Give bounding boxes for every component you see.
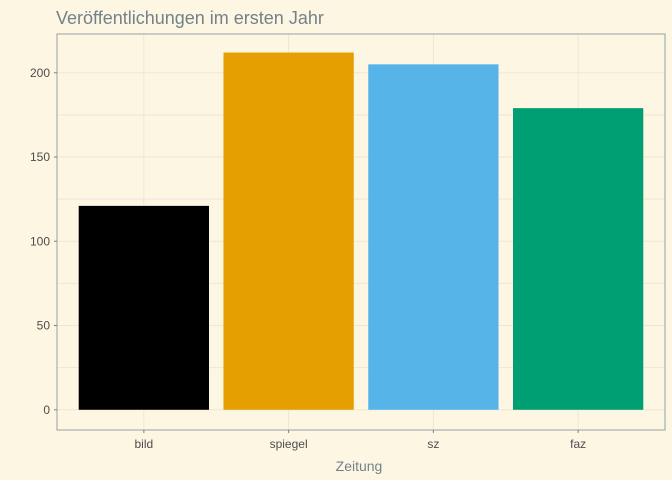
chart-title: Veröffentlichungen im ersten Jahr — [56, 8, 324, 28]
bars — [78, 52, 644, 410]
bar-spiegel — [223, 52, 354, 410]
bar-faz — [513, 108, 644, 410]
y-tick-label: 200 — [30, 66, 50, 80]
bar-sz — [368, 64, 499, 410]
y-tick-label: 100 — [30, 234, 50, 248]
x-tick-label: spiegel — [270, 437, 308, 451]
x-axis-title: Zeitung — [336, 458, 383, 474]
y-tick-label: 0 — [43, 403, 50, 417]
x-axis-ticks: bild spiegel sz faz — [135, 430, 586, 451]
y-axis-ticks: 0 50 100 150 200 — [30, 66, 57, 417]
panel-border — [56, 33, 666, 431]
bar-bild — [78, 205, 209, 410]
y-tick-label: 50 — [37, 319, 51, 333]
x-tick-label: bild — [135, 437, 154, 451]
y-tick-label: 150 — [30, 150, 50, 164]
x-tick-label: sz — [427, 437, 439, 451]
x-tick-label: faz — [570, 437, 586, 451]
